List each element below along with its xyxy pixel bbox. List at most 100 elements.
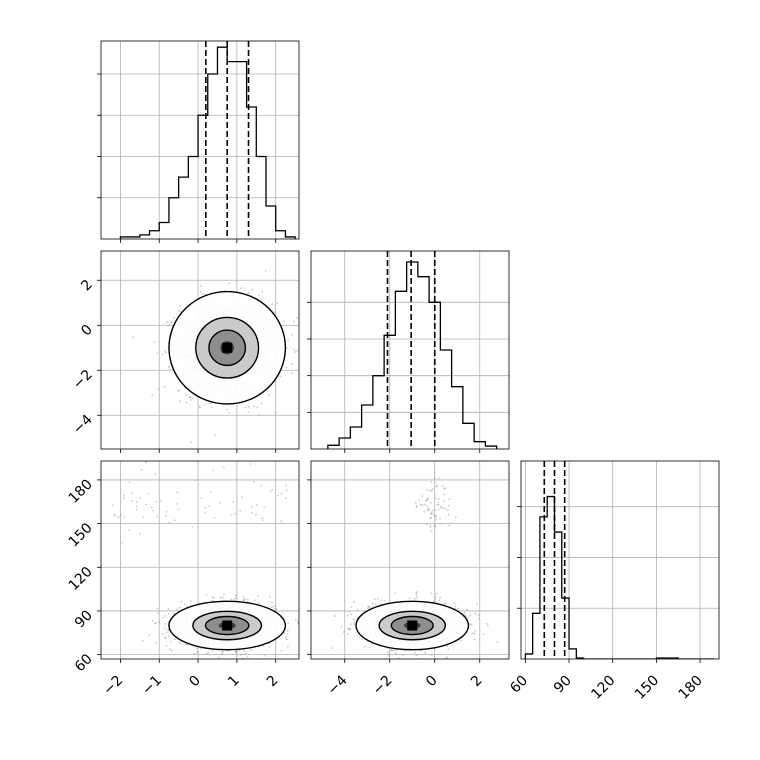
scatter-point — [167, 324, 169, 327]
scatter-point — [258, 294, 260, 297]
scatter-point — [279, 375, 282, 378]
scatter-point — [247, 292, 249, 295]
scatter-point — [244, 598, 247, 601]
scatter-point — [271, 488, 274, 491]
scatter-point — [123, 497, 126, 500]
scatter-point — [202, 292, 204, 295]
scatter-point — [147, 492, 150, 495]
scatter-point — [253, 599, 256, 602]
scatter-point — [260, 402, 263, 405]
scatter-point — [286, 629, 289, 632]
x-tick-label: −2 — [100, 673, 126, 699]
scatter-point — [157, 388, 160, 391]
scatter-point — [350, 623, 353, 625]
y-tick-label: 120 — [66, 564, 96, 594]
scatter-point — [235, 651, 238, 653]
scatter-point — [204, 403, 207, 406]
scatter-point — [164, 614, 167, 617]
scatter-point — [280, 520, 283, 522]
scatter-point — [275, 608, 278, 611]
scatter-point — [191, 525, 194, 528]
panel-frame — [310, 250, 510, 450]
density-contour — [168, 600, 287, 651]
scatter-point — [287, 339, 289, 342]
scatter-point — [148, 634, 151, 636]
scatter-point — [276, 302, 279, 304]
scatter-point — [169, 648, 171, 651]
scatter-point — [157, 612, 160, 614]
scatter-point — [179, 305, 182, 307]
scatter-point — [255, 513, 257, 516]
scatter-point — [252, 405, 255, 407]
scatter-point — [280, 650, 283, 652]
scatter-point — [150, 506, 153, 508]
scatter-point — [293, 320, 295, 323]
scatter-point — [228, 412, 231, 414]
scatter-point — [170, 649, 173, 652]
scatter-point — [268, 394, 271, 396]
scatter-point — [221, 651, 224, 654]
scatter-point — [295, 619, 297, 621]
y-tick-label: 150 — [66, 520, 96, 550]
scatter-point — [142, 516, 145, 518]
scatter-point — [164, 627, 167, 630]
scatter-point — [154, 622, 157, 624]
scatter-point — [243, 650, 246, 652]
scatter-point — [199, 406, 201, 409]
scatter-point — [261, 519, 264, 522]
scatter-point — [164, 515, 167, 517]
scatter-point — [290, 333, 293, 336]
density-peak — [222, 342, 233, 353]
scatter-point — [240, 496, 243, 498]
scatter-point — [260, 297, 263, 300]
scatter-point — [285, 484, 287, 487]
scatter-point — [285, 638, 288, 640]
histogram-param-2 — [307, 250, 510, 453]
y-tick-label: −2 — [70, 367, 96, 393]
scatter-point — [466, 608, 468, 611]
scatter-point — [223, 593, 225, 596]
scatter-point — [485, 622, 488, 625]
scatter-point — [251, 288, 254, 291]
scatter-point — [206, 653, 208, 655]
scatter-point — [154, 473, 156, 475]
scatter-point — [164, 622, 167, 625]
scatter-point — [177, 390, 180, 393]
histogram-step-line — [119, 46, 296, 239]
scatter-point — [239, 510, 242, 512]
scatter-point — [240, 653, 242, 656]
scatter-point — [178, 310, 181, 313]
scatter-point — [154, 622, 157, 625]
x-tick-label: 1 — [225, 673, 243, 691]
scatter-point — [285, 636, 288, 638]
scatter-point — [258, 602, 260, 604]
scatter-point — [142, 639, 145, 642]
scatter-point — [166, 321, 169, 324]
scatter-point — [380, 599, 382, 602]
scatter-point — [247, 411, 250, 414]
scatter-point — [242, 599, 245, 601]
scatter-point — [273, 311, 276, 314]
scatter-point — [222, 597, 225, 599]
density-contour — [168, 290, 287, 405]
scatter-layer — [132, 269, 299, 443]
scatter-point — [198, 405, 201, 408]
scatter-point — [161, 632, 164, 635]
scatter-point — [145, 503, 148, 506]
scatter-point — [232, 500, 235, 503]
scatter-point — [294, 351, 296, 353]
scatter-point — [165, 644, 168, 647]
scatter-point — [123, 516, 126, 518]
scatter-point — [151, 394, 154, 397]
scatter-point — [123, 494, 126, 497]
scatter-point — [199, 290, 202, 293]
scatter-point — [463, 611, 466, 614]
scatter-point — [132, 336, 135, 338]
scatter-point — [117, 516, 120, 519]
scatter-point — [155, 642, 158, 644]
scatter-point — [285, 366, 288, 369]
scatter-point — [265, 660, 267, 662]
scatter-point — [393, 649, 396, 652]
scatter-point — [274, 605, 277, 607]
